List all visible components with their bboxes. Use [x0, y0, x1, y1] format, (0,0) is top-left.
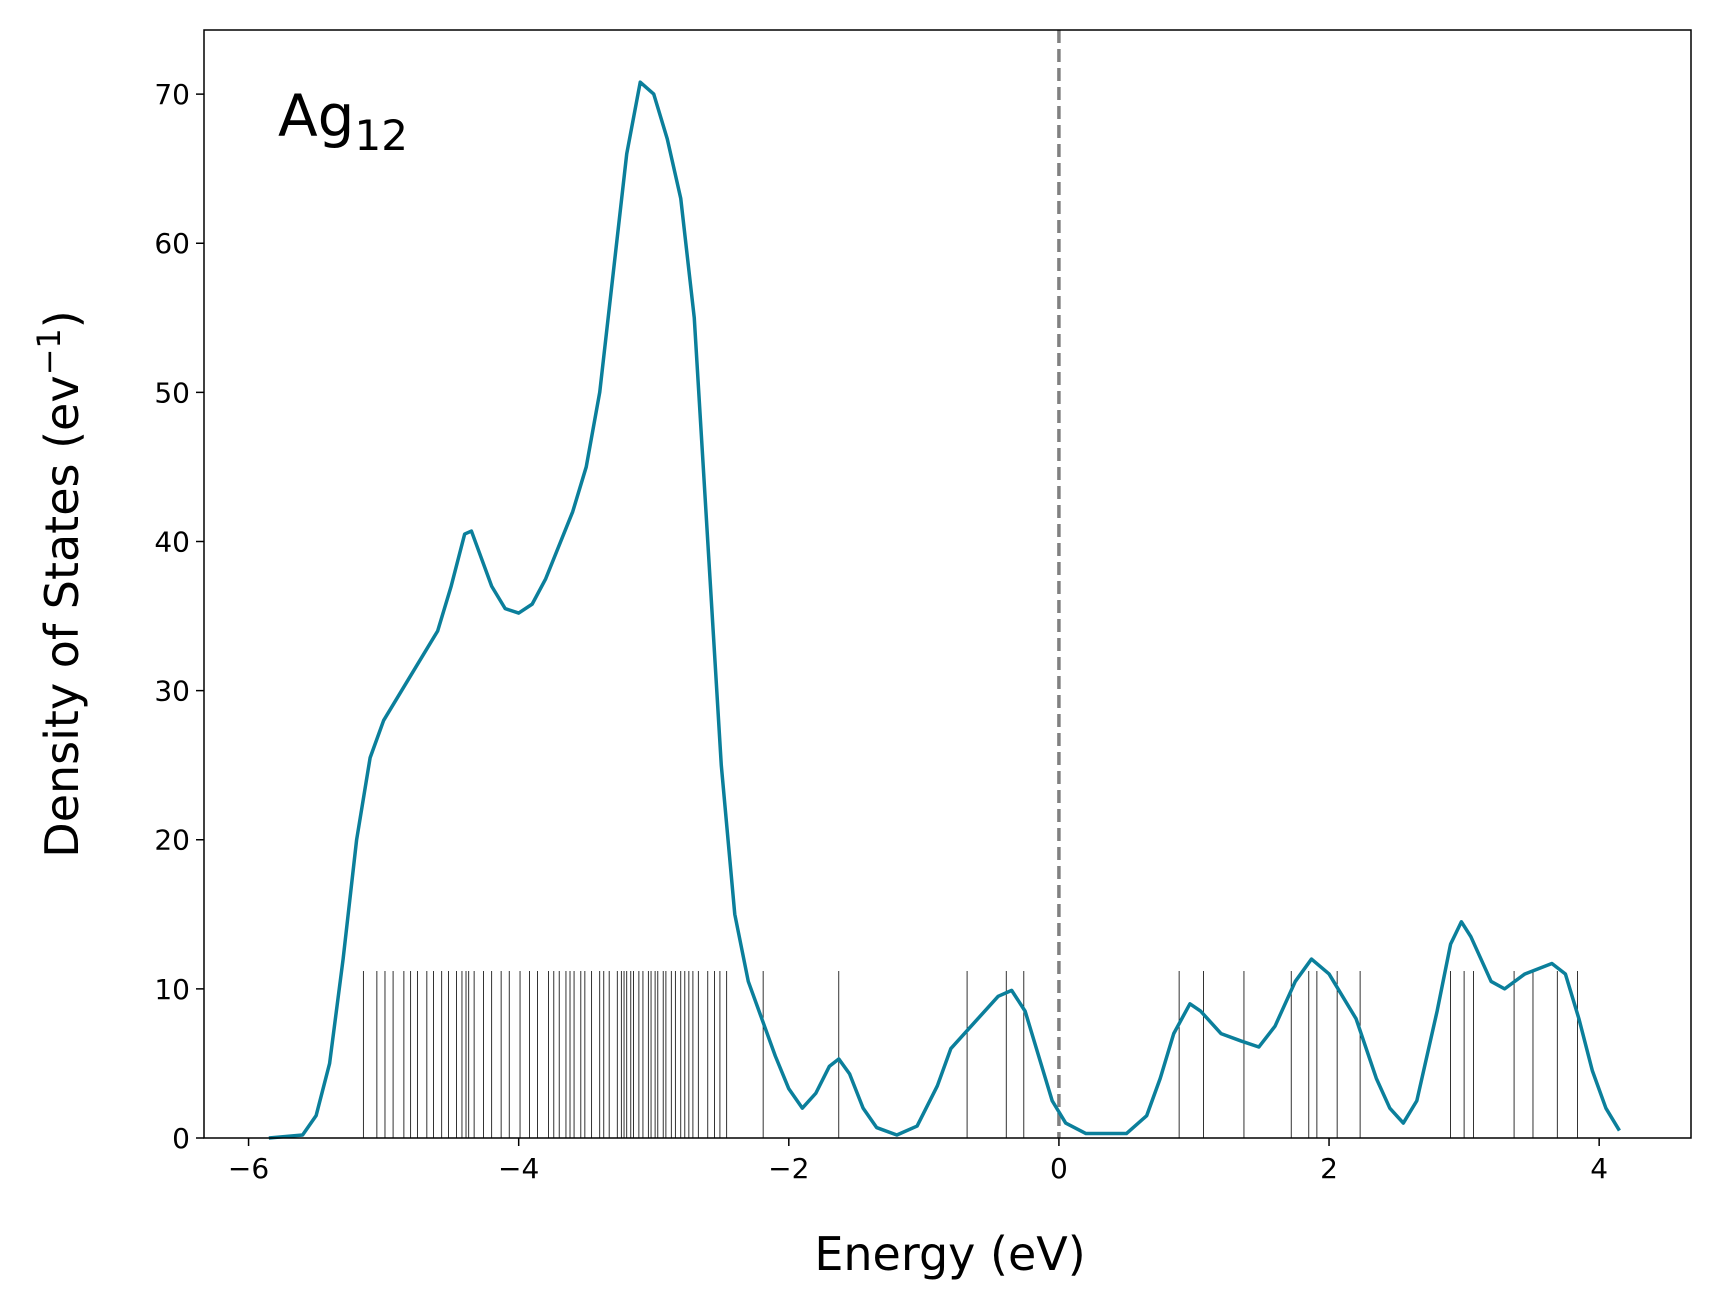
dos-line — [268, 80, 1621, 1140]
x-axis-label: Energy (eV) — [814, 1227, 1085, 1281]
x-tick-label: −4 — [498, 1152, 539, 1185]
y-tick-label: 20 — [154, 824, 190, 857]
x-tick-label: 4 — [1590, 1152, 1608, 1185]
y-tick-label: 60 — [154, 227, 190, 260]
y-tick-label: 50 — [154, 376, 190, 409]
y-axis-label: Density of States (ev−1) — [30, 310, 89, 857]
plot-frame — [203, 29, 1692, 1139]
x-tick-label: −6 — [228, 1152, 269, 1185]
annotation: Ag12 — [278, 82, 408, 160]
y-tick-label: 30 — [154, 675, 190, 708]
x-tick-label: 2 — [1320, 1152, 1338, 1185]
y-axis-label-end: ) — [35, 310, 89, 328]
y-tick-label: 10 — [154, 973, 190, 1006]
x-tick-label: 0 — [1050, 1152, 1068, 1185]
y-axis-label-sup: −1 — [30, 328, 68, 375]
y-tick-label: 40 — [154, 525, 190, 558]
x-tick-label: −2 — [768, 1152, 809, 1185]
y-tick-label: 70 — [154, 78, 190, 111]
annotation-subscript: 12 — [355, 111, 408, 160]
y-tick-label: 0 — [172, 1122, 190, 1155]
y-axis-label-text: Density of States (ev — [35, 375, 89, 857]
annotation-text: Ag — [278, 82, 355, 150]
